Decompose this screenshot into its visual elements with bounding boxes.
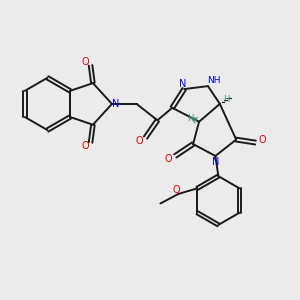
Text: O: O	[81, 141, 89, 151]
Text: H: H	[223, 95, 230, 104]
Text: O: O	[165, 154, 172, 164]
Text: N: N	[212, 157, 219, 167]
Text: N: N	[112, 99, 119, 109]
Text: O: O	[81, 57, 89, 67]
Text: NH: NH	[207, 76, 221, 85]
Text: O: O	[173, 185, 181, 195]
Text: O: O	[135, 136, 143, 146]
Text: N: N	[179, 79, 186, 89]
Text: O: O	[258, 135, 266, 145]
Text: H: H	[188, 114, 194, 123]
